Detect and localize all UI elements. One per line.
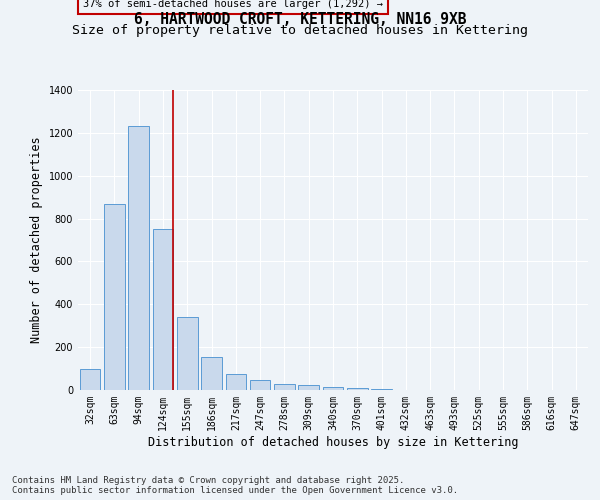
Bar <box>104 204 125 390</box>
Bar <box>128 126 149 390</box>
Bar <box>226 374 246 390</box>
Y-axis label: Number of detached properties: Number of detached properties <box>30 136 43 344</box>
Bar <box>323 387 343 390</box>
Text: 6 HARTWOOD CROFT: 126sqm
← 62% of detached houses are smaller (2,153)
37% of sem: 6 HARTWOOD CROFT: 126sqm ← 62% of detach… <box>83 0 383 9</box>
X-axis label: Distribution of detached houses by size in Kettering: Distribution of detached houses by size … <box>148 436 518 448</box>
Bar <box>201 357 222 390</box>
Bar <box>152 230 173 390</box>
Bar <box>250 380 271 390</box>
Text: Contains HM Land Registry data © Crown copyright and database right 2025.
Contai: Contains HM Land Registry data © Crown c… <box>12 476 458 495</box>
Bar <box>347 388 368 390</box>
Bar <box>298 386 319 390</box>
Text: Size of property relative to detached houses in Kettering: Size of property relative to detached ho… <box>72 24 528 37</box>
Bar <box>177 317 197 390</box>
Text: 6, HARTWOOD CROFT, KETTERING, NN16 9XB: 6, HARTWOOD CROFT, KETTERING, NN16 9XB <box>134 12 466 28</box>
Bar <box>274 384 295 390</box>
Bar <box>80 368 100 390</box>
